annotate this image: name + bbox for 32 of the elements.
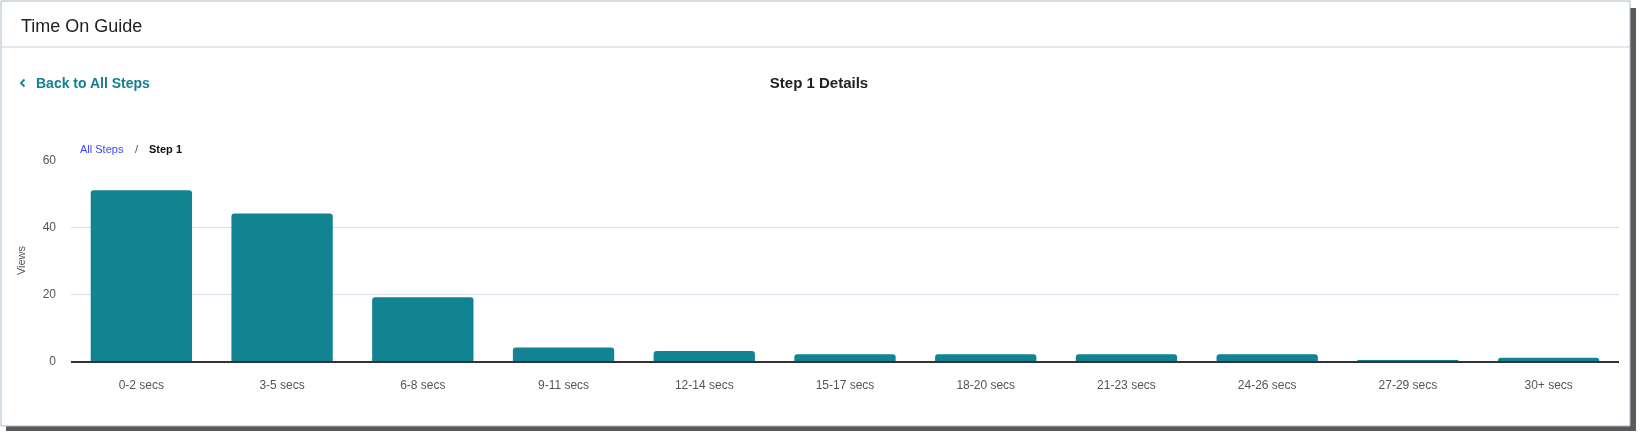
bar xyxy=(794,354,896,361)
x-tick-label: 15-17 secs xyxy=(815,378,875,393)
bar xyxy=(1216,354,1318,361)
bar xyxy=(90,190,193,361)
bar xyxy=(653,350,755,361)
x-tick-label: 27-29 secs xyxy=(1378,378,1438,393)
text: Back to All Steps xyxy=(36,75,151,91)
x-tick-label: 6-8 secs xyxy=(400,378,446,393)
bar xyxy=(1497,357,1600,361)
x-tick-label: 30+ secs xyxy=(1524,378,1573,393)
x-tick-label: 18-20 secs xyxy=(956,378,1016,393)
bar xyxy=(512,347,615,361)
x-tick-label: 9-11 secs xyxy=(537,378,590,393)
x-tick-label: 24-26 secs xyxy=(1237,378,1297,393)
x-tick-label: 3-5 secs xyxy=(259,378,305,393)
y-tick-label: 60 xyxy=(42,153,57,168)
bar xyxy=(231,213,333,361)
bar xyxy=(372,297,474,361)
x-tick-label: 0-2 secs xyxy=(118,378,165,393)
y-tick-label: 40 xyxy=(42,220,57,235)
x-tick-label: 21-23 secs xyxy=(1097,378,1156,393)
bar xyxy=(1075,354,1178,361)
text: Step 1 xyxy=(149,143,183,155)
y-tick-label: 20 xyxy=(42,287,57,302)
bar xyxy=(935,354,1037,361)
text: All Steps xyxy=(80,143,124,155)
text: Time On Guide xyxy=(21,16,143,36)
y-axis-title: Views xyxy=(15,245,28,276)
text: / xyxy=(135,143,139,155)
y-tick-label: 0 xyxy=(49,354,57,369)
x-tick-label: 12-14 secs xyxy=(674,378,734,393)
chart-title: Step 1 Details xyxy=(769,74,869,92)
